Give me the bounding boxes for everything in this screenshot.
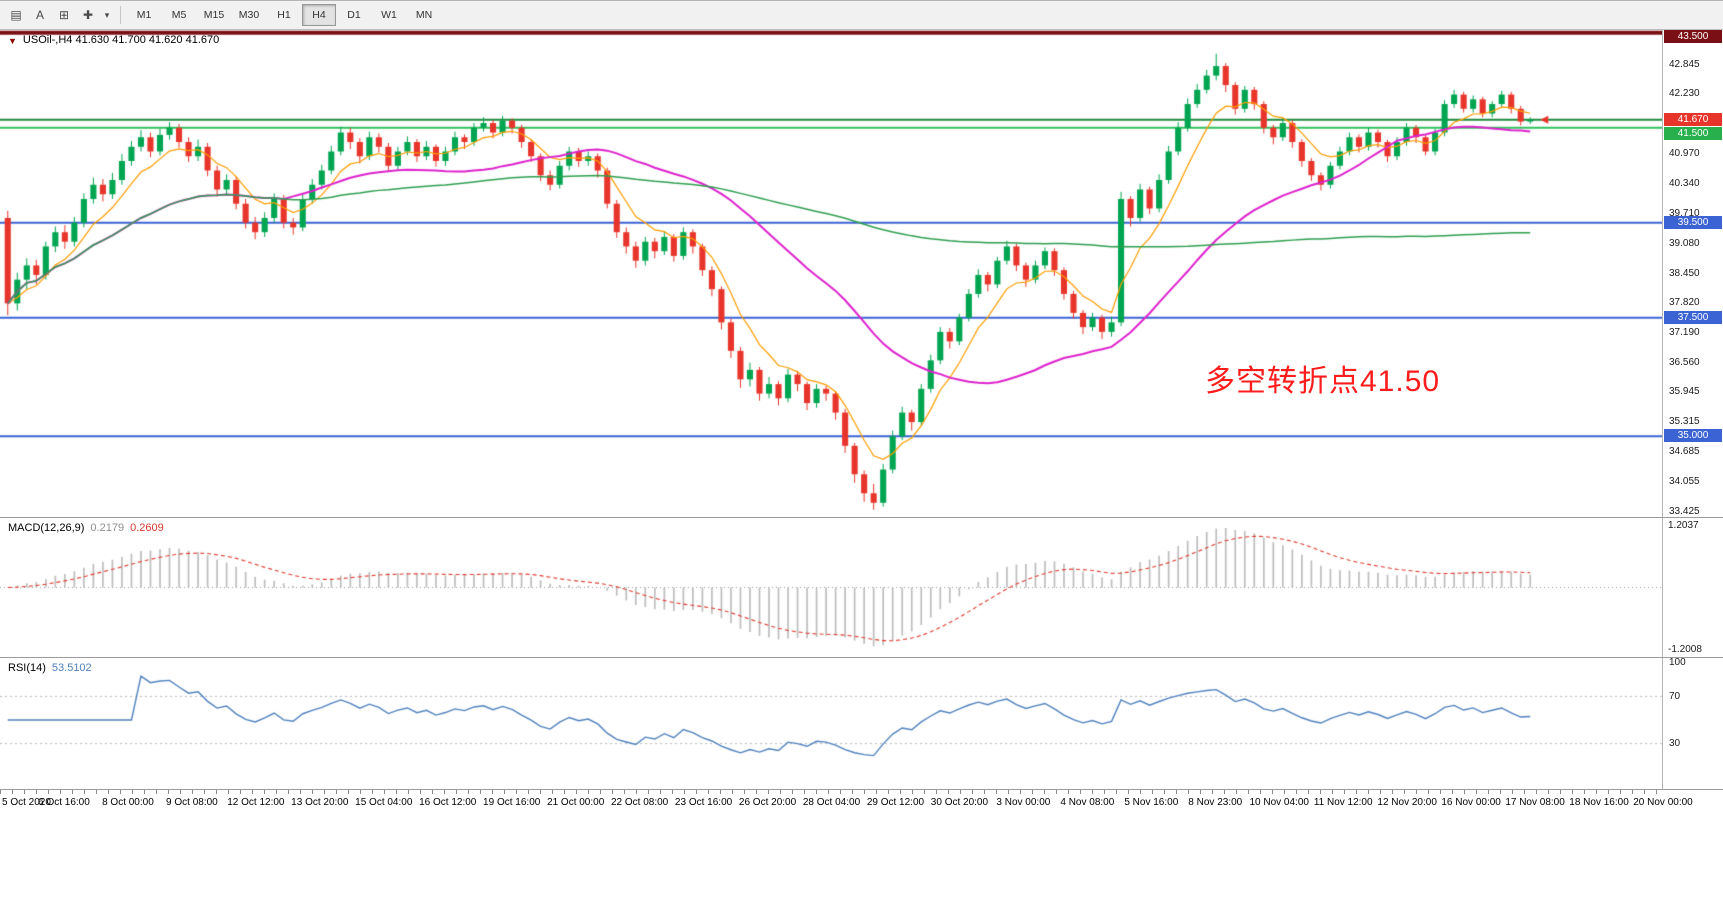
rsi-value: 53.5102	[51, 662, 92, 674]
rsi-label: RSI(14) 53.5102	[8, 662, 92, 674]
timeframe-M5[interactable]: M5	[171, 9, 187, 21]
time-label: 15 Oct 04:00	[355, 797, 413, 808]
time-label: 8 Oct 00:00	[102, 797, 154, 808]
price-tick-label: 37.820	[1669, 297, 1700, 309]
time-axis-labels: 5 Oct 2020 6 Oct 16:00 8 Oct 00:00 9 Oct 08…	[0, 797, 1723, 811]
chart-grid-icon[interactable]: ▤	[10, 8, 22, 22]
time-label: 10 Nov 04:00	[1249, 797, 1309, 808]
time-label: 4 Nov 08:00	[1060, 797, 1115, 808]
timeframe-H1[interactable]: H1	[277, 9, 291, 21]
price-tick-label: 39.710	[1669, 207, 1700, 219]
time-label: 29 Oct 12:00	[866, 797, 925, 808]
toolbar-icon-group: ▤ A ⊞ ✚ ▾	[4, 3, 114, 27]
time-label: 11 Nov 12:00	[1313, 797, 1373, 808]
price-tick-label: 42.845	[1669, 58, 1700, 70]
price-tick-label: 40.340	[1669, 177, 1700, 189]
time-label: 19 Oct 16:00	[483, 797, 541, 808]
time-label: 20 Nov 00:00	[1633, 797, 1693, 808]
chart-annotation-text: 多空转折点41.50	[1205, 365, 1441, 398]
macd-main-value: 0.2179	[90, 522, 125, 534]
rsi-panel: RSI(14) 53.5102 100 70 30	[0, 657, 1723, 790]
price-tick-label: 34.055	[1669, 476, 1700, 488]
rsi-axis-70-label: 70	[1669, 691, 1681, 702]
price-level-tag: 43.500	[1664, 30, 1722, 43]
timeframe-D1[interactable]: D1	[347, 9, 361, 21]
time-label: 16 Oct 12:00	[419, 797, 477, 808]
macd-signal-value: 0.2609	[130, 522, 164, 534]
timeframe-MN[interactable]: MN	[415, 9, 433, 21]
macd-name: MACD(12,26,9)	[8, 522, 85, 534]
macd-label: MACD(12,26,9) 0.2179 0.2609	[8, 522, 164, 534]
timeframe-M30[interactable]: M30	[238, 9, 260, 21]
price-tick-label: 34.685	[1669, 446, 1700, 458]
time-label: 3 Nov 00:00	[996, 797, 1051, 808]
time-label: 23 Oct 16:00	[674, 797, 733, 808]
dropdown-caret-icon[interactable]: ▾	[104, 9, 110, 20]
crosshair-icon[interactable]: ✚	[82, 8, 94, 22]
price-tick-label: 37.190	[1669, 327, 1700, 339]
price-tick-label: 35.945	[1669, 386, 1700, 398]
template-icon[interactable]: ⊞	[58, 8, 70, 22]
price-level-tag: 37.500	[1664, 310, 1722, 324]
rsi-canvas[interactable]	[0, 658, 1663, 789]
timeframe-W1[interactable]: W1	[381, 9, 397, 21]
price-level-tag: 39.500	[1664, 215, 1722, 229]
macd-canvas[interactable]	[0, 518, 1663, 657]
macd-panel: MACD(12,26,9) 0.2179 0.2609 1.2037 -1.20…	[0, 518, 1723, 658]
time-label: 22 Oct 08:00	[610, 797, 669, 808]
time-label: 8 Nov 23:00	[1188, 797, 1243, 808]
macd-axis-bottom-label: -1.2008	[1668, 644, 1702, 655]
macd-axis: 1.2037 -1.2008	[1662, 518, 1723, 657]
price-level-tag: 35.000	[1664, 429, 1722, 443]
rsi-axis-30-label: 30	[1669, 738, 1681, 749]
price-tick-label: 39.080	[1669, 237, 1700, 249]
timeframe-H4[interactable]: H4	[302, 4, 336, 26]
macd-axis-top-label: 1.2037	[1668, 520, 1699, 531]
price-axis: 42.845 42.230 40.970 40.340 39.710 39.080 38.4…	[1662, 30, 1723, 517]
time-label: 5 Nov 16:00	[1124, 797, 1179, 808]
time-label: 9 Oct 08:00	[166, 797, 218, 808]
toolbar-separator	[120, 6, 121, 24]
price-tick-label: 33.425	[1669, 506, 1700, 518]
time-label: 6 Oct 16:00	[38, 797, 90, 808]
price-tick-label: 42.230	[1669, 88, 1700, 100]
chart-symbol-title: ▼ USOil-,H4 41.630 41.700 41.620 41.670	[8, 34, 219, 48]
price-tick-label: 35.315	[1669, 416, 1700, 428]
time-axis-ticks	[0, 790, 1663, 794]
time-label: 30 Oct 20:00	[930, 797, 989, 808]
timeframe-M1[interactable]: M1	[136, 9, 152, 21]
text-label-icon[interactable]: A	[35, 8, 44, 22]
time-label: 13 Oct 20:00	[291, 797, 349, 808]
price-level-tag: 41.670	[1664, 112, 1722, 126]
rsi-axis: 100 70 30	[1662, 657, 1723, 789]
time-label: 18 Nov 16:00	[1569, 797, 1629, 808]
rsi-name: RSI(14)	[8, 662, 46, 674]
indicator-triangle-icon: ▼	[8, 36, 17, 46]
time-label: 12 Nov 20:00	[1377, 797, 1437, 808]
toolbar: ▤ A ⊞ ✚ ▾ M1 M5 M15 M30 H1 H4 D1 W1 MN	[0, 1, 1723, 30]
price-chart-canvas[interactable]	[0, 30, 1663, 517]
main-chart-panel: ▼ USOil-,H4 41.630 41.700 41.620 41.670 …	[0, 30, 1723, 518]
time-label: 28 Oct 04:00	[802, 797, 861, 808]
timeframe-M15[interactable]: M15	[203, 9, 225, 21]
time-label: 21 Oct 00:00	[547, 797, 605, 808]
time-label: 5 Oct 2020	[2, 797, 51, 808]
price-tick-label: 38.450	[1669, 267, 1700, 279]
rsi-axis-100-label: 100	[1669, 657, 1686, 668]
time-label: 12 Oct 12:00	[227, 797, 285, 808]
price-tick-label: 36.560	[1669, 357, 1700, 369]
time-label: 16 Nov 00:00	[1441, 797, 1501, 808]
time-label: 26 Oct 20:00	[738, 797, 797, 808]
price-level-tag: 41.500	[1664, 126, 1722, 140]
timeframe-button-group: M1 M5 M15 M30 H1 H4 D1 W1 MN	[127, 4, 441, 26]
time-axis: 5 Oct 2020 6 Oct 16:00 8 Oct 00:00 9 Oct 08…	[0, 790, 1723, 897]
price-tick-label: 40.970	[1669, 147, 1700, 159]
symbol-ohlc-readout: USOil-,H4 41.630 41.700 41.620 41.670	[22, 34, 220, 46]
time-label: 17 Nov 08:00	[1505, 797, 1565, 808]
